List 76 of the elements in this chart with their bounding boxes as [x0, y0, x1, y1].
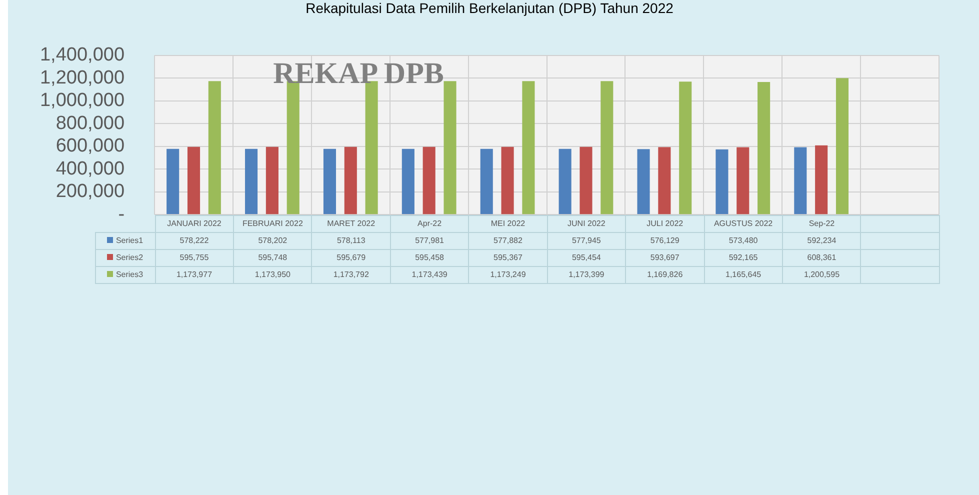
bar — [245, 148, 258, 214]
data-label: 1,169,826 — [626, 266, 704, 284]
y-tick-label: - — [118, 204, 125, 225]
x-tick-label: AGUSTUS 2022 — [704, 215, 783, 232]
data-label: 578,113 — [312, 232, 390, 250]
bar — [736, 147, 750, 214]
data-label: 578,222 — [155, 232, 234, 250]
x-tick-label: JANUARI 2022 — [155, 215, 234, 232]
bar — [266, 146, 278, 214]
bar — [679, 82, 692, 214]
data-label: 595,454 — [547, 249, 626, 266]
bar — [187, 146, 200, 214]
x-tick-label: MARET 2022 — [312, 215, 390, 232]
bar — [794, 147, 807, 214]
x-tick-label: Apr-22 — [390, 215, 469, 232]
y-tick-label: 1,000,000 — [40, 90, 125, 112]
bar — [637, 149, 650, 214]
data-label: 1,173,977 — [155, 266, 234, 284]
data-label: 1,200,595 — [782, 266, 861, 284]
data-label: 595,755 — [155, 249, 234, 266]
y-tick-label: 400,000 — [56, 158, 125, 180]
bar — [444, 81, 456, 214]
data-label: 576,129 — [626, 232, 704, 250]
x-tick-label: JUNI 2022 — [547, 215, 626, 232]
data-label: 593,697 — [626, 249, 704, 266]
data-label: 577,945 — [547, 232, 626, 250]
bar — [501, 146, 514, 214]
x-tick-label: MEI 2022 — [468, 215, 548, 232]
data-label: 573,480 — [704, 232, 783, 250]
bar — [558, 148, 572, 214]
legend-label: Series1 — [95, 232, 156, 250]
data-label: 1,173,399 — [547, 266, 626, 284]
x-tick-label: FEBRUARI 2022 — [233, 215, 312, 232]
data-label: 592,165 — [704, 249, 783, 266]
bar — [402, 148, 414, 214]
data-label: 608,361 — [782, 249, 861, 266]
bar — [422, 146, 436, 214]
bar — [716, 149, 728, 214]
legend-label: Series3 — [95, 266, 156, 284]
legend-label: Series2 — [95, 249, 156, 266]
chart-title: Rekapitulasi Data Pemilih Berkelanjutan (DPB) Tahun 2022 — [304, 0, 674, 16]
bar — [344, 146, 357, 214]
bar — [758, 82, 770, 214]
bar — [166, 148, 180, 214]
data-label: 595,679 — [312, 249, 390, 266]
x-tick-label: JULI 2022 — [626, 215, 704, 232]
bar — [208, 81, 221, 214]
y-tick-label: 200,000 — [56, 181, 125, 202]
bar — [323, 148, 336, 214]
data-label: 592,234 — [782, 232, 861, 250]
x-tick-label: Sep-22 — [782, 215, 861, 232]
y-tick-label: 800,000 — [56, 112, 125, 134]
data-label: 595,748 — [233, 249, 312, 266]
y-tick-label: 1,200,000 — [40, 67, 125, 88]
bar — [480, 148, 493, 214]
data-label: 577,882 — [468, 232, 548, 250]
data-label: 577,981 — [390, 232, 469, 250]
bar — [836, 78, 849, 214]
bar — [286, 81, 300, 214]
bar — [658, 147, 671, 214]
data-label: 1,173,249 — [468, 266, 548, 284]
data-label: 1,173,950 — [233, 266, 312, 284]
y-tick-label: 1,400,000 — [40, 44, 125, 66]
bar — [365, 81, 378, 214]
data-label: 595,458 — [390, 249, 469, 266]
data-label: 595,367 — [468, 249, 548, 266]
bar — [580, 146, 592, 214]
y-tick-label: 600,000 — [56, 136, 125, 157]
bar — [522, 81, 535, 214]
data-label: 578,202 — [233, 232, 312, 250]
annotation: REKAP DPB — [273, 57, 444, 90]
data-label: 1,165,645 — [704, 266, 783, 284]
data-label: 1,173,439 — [390, 266, 469, 284]
data-label: 1,173,792 — [312, 266, 390, 284]
bar — [815, 145, 828, 214]
bar — [600, 81, 614, 214]
